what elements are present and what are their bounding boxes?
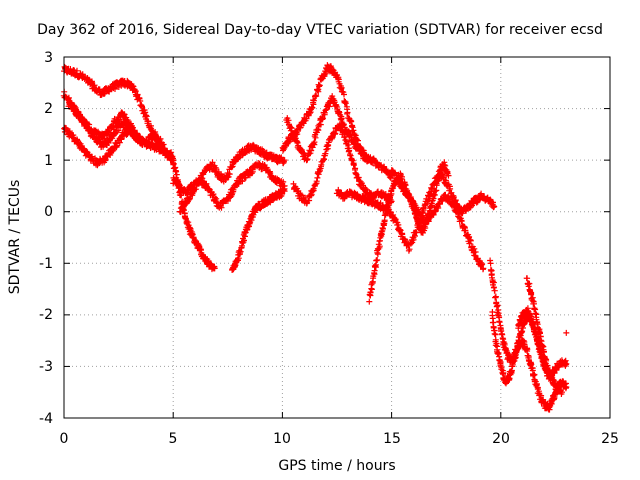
series-arc-10	[283, 93, 395, 182]
plot-frame	[63, 56, 611, 419]
series-arc-7	[176, 160, 288, 215]
data-point-markers	[229, 185, 288, 273]
y-tick-label: 2	[44, 101, 53, 117]
x-tick-labels: 0 5 10 15 20 25	[60, 431, 619, 447]
y-tick-label: -3	[39, 359, 53, 375]
y-tick-label: 0	[44, 204, 53, 220]
series-arc-18	[523, 275, 565, 397]
data-point-markers	[283, 93, 395, 182]
y-axis-label: SDTVAR / TECUs	[7, 180, 23, 295]
series-arc-13	[366, 159, 452, 305]
data-point-markers	[65, 99, 144, 151]
series-arc-14	[388, 167, 487, 273]
data-point-markers	[523, 275, 565, 397]
data-point-markers	[168, 149, 218, 273]
y-tick-label: -4	[39, 411, 53, 427]
series-arc-5	[168, 149, 218, 273]
x-tick-label: 20	[492, 431, 510, 447]
series-arc-8	[229, 185, 288, 273]
series-arc-12	[333, 170, 498, 254]
x-tick-label: 0	[60, 431, 69, 447]
data-points	[60, 62, 570, 413]
y-tick-labels: 3 2 1 0 -1 -2 -3 -4	[39, 50, 53, 427]
y-tick-label: -2	[39, 307, 53, 323]
x-tick-label: 5	[169, 431, 178, 447]
x-tick-label: 25	[601, 431, 619, 447]
y-tick-label: -1	[39, 256, 53, 272]
series-arc-19	[563, 329, 570, 336]
x-axis-label: GPS time / hours	[278, 458, 395, 474]
data-point-markers	[388, 167, 487, 273]
x-tick-label: 10	[273, 431, 291, 447]
data-point-markers	[333, 170, 498, 254]
data-point-markers	[563, 329, 570, 336]
data-point-markers	[176, 160, 288, 215]
chart-title: Day 362 of 2016, Sidereal Day-to-day VTE…	[37, 22, 603, 38]
axis-ticks	[63, 56, 611, 419]
series-arc-4	[65, 99, 144, 151]
data-point-markers	[366, 159, 452, 305]
y-tick-label: 3	[44, 50, 53, 66]
data-point-markers	[290, 121, 395, 207]
x-tick-label: 15	[383, 431, 401, 447]
series-arc-11	[290, 121, 395, 207]
y-tick-label: 1	[44, 153, 53, 169]
